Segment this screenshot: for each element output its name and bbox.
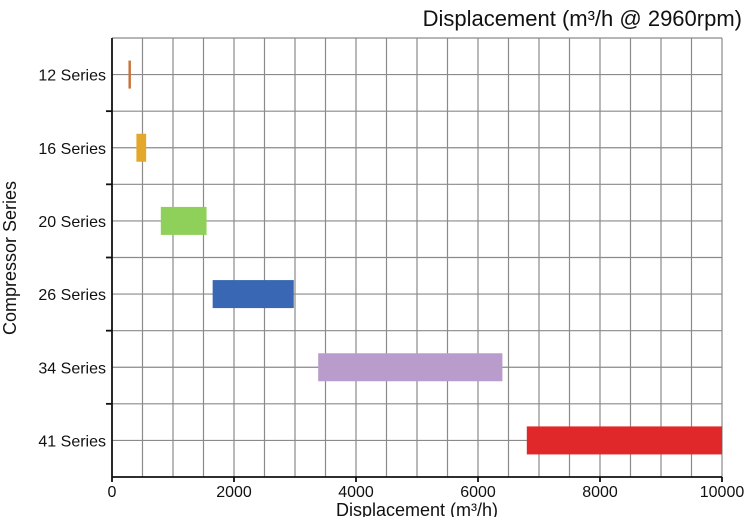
x-tick-label: 10000 [700,484,745,501]
y-tick-label: 20 Series [38,214,106,231]
bar-34-series [318,353,503,382]
y-tick-label: 26 Series [38,287,106,304]
bar-26-series [212,280,294,309]
y-tick-label: 41 Series [38,433,106,450]
x-tick-label: 2000 [216,484,252,501]
x-axis-label: Displacement (m³/h) [336,500,498,517]
bar-20-series [160,206,207,235]
bar-41-series [526,426,722,455]
y-ticks: 12 Series 16 Series 20 Series 26 Series 34 S… [38,68,112,450]
y-axis-label: Compressor Series [0,181,20,335]
x-ticks: 0 2000 4000 6000 8000 10000 [108,477,745,501]
grid [112,37,723,477]
y-tick-label: 34 Series [38,360,106,377]
bars [128,60,722,455]
x-tick-label: 0 [108,484,117,501]
x-tick-label: 4000 [338,484,374,501]
y-tick-label: 16 Series [38,141,106,158]
chart-title: Displacement (m³/h @ 2960rpm) [423,6,742,31]
x-tick-label: 8000 [582,484,618,501]
y-tick-label: 12 Series [38,68,106,85]
bar-12-series [128,60,131,89]
x-tick-label: 6000 [460,484,496,501]
bar-16-series [136,133,147,162]
